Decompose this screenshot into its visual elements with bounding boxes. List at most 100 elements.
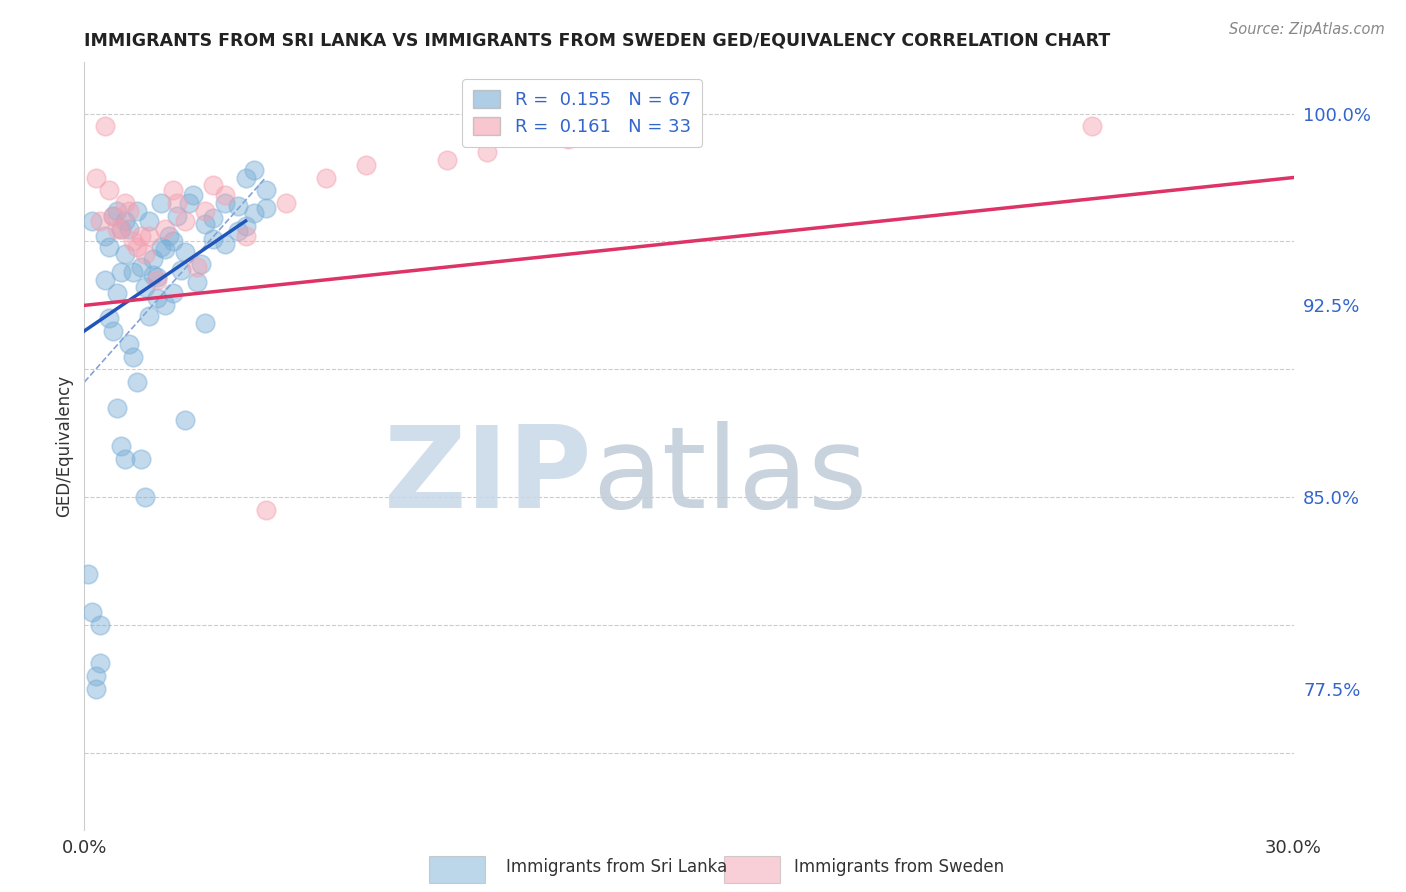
Point (146, 273, 169, 287)
Point (235, 170, 257, 185)
Point (97, 239, 120, 253)
Point (86, 170, 108, 185)
Point (125, 375, 148, 389)
Point (93, 120, 115, 134)
Point (89, 618, 111, 632)
Point (194, 316, 217, 330)
Point (93, 273, 115, 287)
Point (105, 221, 128, 235)
Point (174, 244, 197, 259)
Point (121, 265, 143, 279)
Point (274, 196, 297, 211)
Point (226, 199, 249, 213)
Point (190, 257, 212, 271)
Point (77, 566, 100, 581)
Point (134, 490, 156, 504)
Text: ZIP: ZIP (384, 421, 592, 533)
Point (114, 214, 136, 228)
Point (1081, 120, 1104, 134)
Point (89, 657, 111, 671)
Point (129, 229, 152, 244)
Point (142, 268, 165, 282)
Point (179, 196, 201, 211)
Point (121, 350, 143, 364)
Text: Source: ZipAtlas.com: Source: ZipAtlas.com (1229, 22, 1385, 37)
Point (134, 247, 156, 261)
Point (202, 178, 225, 193)
Point (356, 158, 378, 172)
Point (110, 265, 132, 279)
Point (436, 153, 458, 167)
Point (202, 211, 225, 226)
Legend: R =  0.155   N = 67, R =  0.161   N = 33: R = 0.155 N = 67, R = 0.161 N = 33 (463, 79, 702, 146)
Point (477, 145, 499, 159)
Point (118, 203, 141, 218)
Point (89, 214, 111, 228)
Point (82, 605, 104, 619)
Point (153, 298, 176, 312)
Point (101, 209, 124, 223)
Text: Immigrants from Sri Lanka: Immigrants from Sri Lanka (506, 858, 727, 876)
Text: IMMIGRANTS FROM SRI LANKA VS IMMIGRANTS FROM SWEDEN GED/EQUIVALENCY CORRELATION : IMMIGRANTS FROM SRI LANKA VS IMMIGRANTS … (84, 32, 1111, 50)
Point (678, 127, 700, 141)
Text: atlas: atlas (592, 421, 868, 533)
Point (254, 503, 277, 517)
Point (93, 229, 115, 244)
Point (557, 132, 579, 146)
Point (226, 224, 249, 238)
Point (162, 285, 184, 300)
Point (110, 221, 132, 235)
Point (166, 209, 188, 223)
Point (138, 229, 160, 244)
Point (129, 260, 152, 274)
Point (235, 229, 257, 244)
Point (153, 242, 176, 256)
Point (114, 451, 136, 466)
Point (101, 209, 124, 223)
Point (242, 162, 264, 177)
Point (86, 669, 108, 683)
Point (138, 214, 160, 228)
Point (118, 336, 141, 351)
Point (125, 203, 148, 218)
Point (214, 188, 236, 202)
Point (214, 237, 236, 252)
Point (110, 439, 132, 453)
Point (125, 239, 148, 253)
Y-axis label: GED/Equivalency: GED/Equivalency (55, 375, 73, 517)
Point (254, 183, 277, 197)
Point (110, 221, 132, 235)
Point (242, 206, 264, 220)
Point (149, 239, 172, 253)
Point (97, 311, 120, 326)
Point (315, 170, 337, 185)
Point (138, 309, 160, 323)
Point (101, 324, 124, 338)
Point (82, 214, 104, 228)
Point (86, 681, 108, 696)
Point (162, 183, 184, 197)
Point (134, 280, 156, 294)
Point (214, 196, 236, 211)
Point (170, 262, 193, 277)
Point (114, 196, 136, 211)
Point (105, 203, 128, 218)
Point (254, 201, 277, 215)
Point (105, 401, 128, 415)
Point (181, 188, 204, 202)
Point (146, 291, 169, 305)
Point (105, 285, 128, 300)
Point (162, 235, 184, 249)
Point (235, 219, 257, 233)
Point (142, 252, 165, 267)
Point (153, 221, 176, 235)
Point (157, 229, 180, 244)
Point (194, 203, 217, 218)
Point (174, 214, 197, 228)
Point (166, 196, 188, 211)
Point (146, 270, 169, 285)
Point (118, 221, 141, 235)
Point (121, 235, 143, 249)
Point (129, 451, 152, 466)
Point (186, 260, 208, 274)
